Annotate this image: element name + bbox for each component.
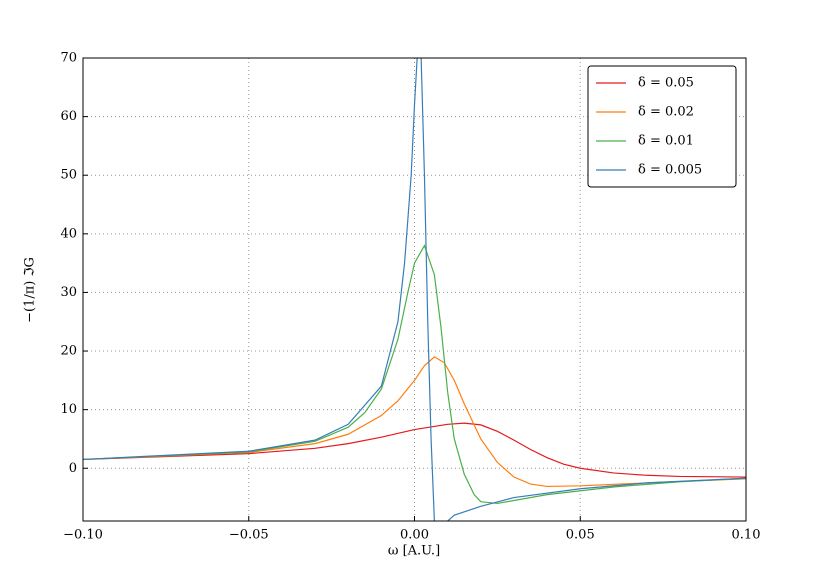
legend-label: δ = 0.02	[638, 105, 694, 120]
series-line	[83, 356, 746, 488]
legend-label: δ = 0.05	[638, 76, 694, 91]
x-tick-label: −0.05	[229, 528, 269, 543]
y-tick-label: 50	[60, 168, 77, 183]
x-tick-label: 0.05	[566, 528, 595, 543]
y-tick-label: 10	[60, 402, 77, 417]
y-tick-label: 60	[60, 109, 77, 124]
y-tick-label: 40	[60, 226, 77, 241]
y-tick-label: 0	[69, 461, 77, 476]
y-tick-label: 70	[60, 51, 77, 66]
x-tick-label: 0.00	[400, 528, 429, 543]
x-axis-label: ω [A.U.]	[388, 544, 440, 559]
series-line	[83, 244, 746, 505]
x-tick-label: −0.10	[63, 528, 103, 543]
legend-label: δ = 0.01	[638, 134, 694, 149]
plot-frame	[82, 57, 747, 522]
series-line	[83, 422, 746, 478]
series-line	[83, 58, 746, 521]
legend-box	[587, 65, 737, 188]
y-axis-label: −(1/π) ℑG	[23, 257, 38, 323]
x-tick-label: 0.10	[732, 528, 761, 543]
y-tick-label: 30	[60, 285, 77, 300]
y-tick-label: 20	[60, 344, 77, 359]
legend-label: δ = 0.005	[638, 163, 702, 178]
